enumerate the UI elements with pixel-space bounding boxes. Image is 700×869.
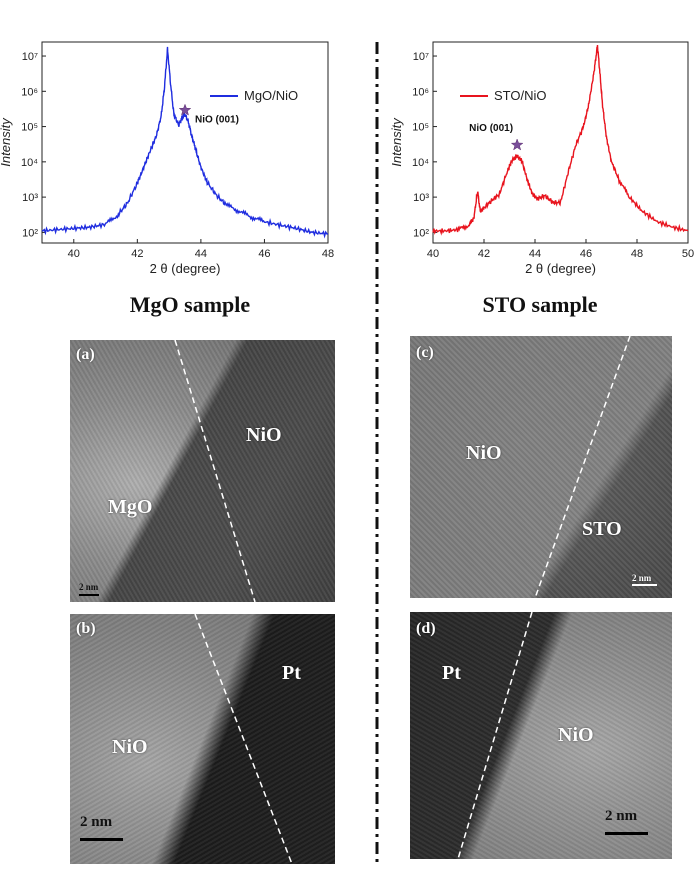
legend-label: MgO/NiO [244,88,298,103]
tem-image-d: (d) Pt NiO 2 nm [410,612,672,859]
x-tick-label: 40 [427,248,439,260]
y-tick-label: 10⁶ [21,86,38,98]
scale-bar [80,838,123,841]
panel-label-c: (c) [416,344,434,361]
sto-sample-title: STO sample [482,292,598,317]
material-label-mgo: MgO [108,496,153,518]
material-label-pt: Pt [282,662,301,684]
scale-label: 2 nm [80,814,113,830]
material-label-nio: NiO [466,442,502,464]
x-tick-label: 42 [478,248,490,260]
x-tick-label: 46 [580,248,592,260]
legend-label: STO/NiO [494,88,547,103]
section-divider [370,42,384,864]
x-tick-label: 50 [682,248,694,260]
y-axis-label: Intensity [0,117,13,167]
sto-xrd-plot: 40 42 44 46 48 50 10² 10³ 10⁴ 10⁵ 10⁶ 10⁷ 2 θ (degre… [389,41,694,276]
scale-bar [632,584,657,586]
y-tick-label: 10³ [22,192,38,204]
series-line [432,45,689,236]
tem-image-c: (c) NiO STO 2 nm [410,336,672,598]
panel-label-a: (a) [76,346,95,363]
peak-annotation: NiO (001) [469,123,513,134]
y-tick-label: 10⁷ [22,51,38,63]
scale-label: 2 nm [79,582,99,592]
x-axis-label: 2 θ (degree) [525,261,596,276]
star-marker [510,138,524,151]
x-tick-label: 48 [322,248,334,260]
star-marker [178,103,192,116]
scale-label: 2 nm [605,808,638,824]
y-tick-label: 10⁴ [412,157,429,169]
panel-label-d: (d) [416,620,436,637]
scale-bar [79,594,99,596]
sto-xrd-chart: 40 42 44 46 48 50 10² 10³ 10⁴ 10⁵ 10⁶ 10⁷ 2 θ (degre… [380,0,700,285]
y-tick-label: 10⁵ [412,122,429,134]
x-tick-label: 40 [68,248,80,260]
material-label-nio: NiO [112,736,148,758]
x-tick-label: 42 [131,248,143,260]
scale-bar [605,832,648,835]
plot-frame [432,41,689,244]
material-label-sto: STO [582,518,622,540]
x-tick-label: 44 [529,248,541,260]
mgo-sample-title: MgO sample [129,292,251,317]
mgo-xrd-chart: 40 42 44 46 48 10² 10³ 10⁴ 10⁵ 10⁶ 10⁷ 2 θ (degree)… [0,0,340,285]
y-tick-label: 10² [22,227,38,239]
x-tick-label: 48 [631,248,643,260]
material-label-nio: NiO [246,424,282,446]
y-tick-label: 10⁶ [412,86,429,98]
material-label-nio: NiO [558,724,594,746]
y-tick-label: 10⁷ [413,51,429,63]
peak-annotation: NiO (001) [195,114,239,125]
series-line [41,46,329,239]
scale-label: 2 nm [632,573,652,583]
panel-label-b: (b) [76,620,96,637]
y-tick-label: 10² [413,227,429,239]
x-tick-label: 46 [258,248,270,260]
y-tick-label: 10⁴ [21,157,38,169]
tem-image-a: (a) NiO MgO 2 nm [70,340,335,602]
plot-frame [41,41,329,244]
y-tick-label: 10³ [413,192,429,204]
material-label-pt: Pt [442,662,461,684]
x-axis-label: 2 θ (degree) [150,261,221,276]
y-axis-label: Intensity [389,117,404,167]
tem-image-b: (b) Pt NiO 2 nm [70,614,335,864]
mgo-xrd-plot: 40 42 44 46 48 10² 10³ 10⁴ 10⁵ 10⁶ 10⁷ 2 θ (degree)… [0,41,334,276]
x-tick-label: 44 [195,248,207,260]
y-tick-label: 10⁵ [21,122,38,134]
